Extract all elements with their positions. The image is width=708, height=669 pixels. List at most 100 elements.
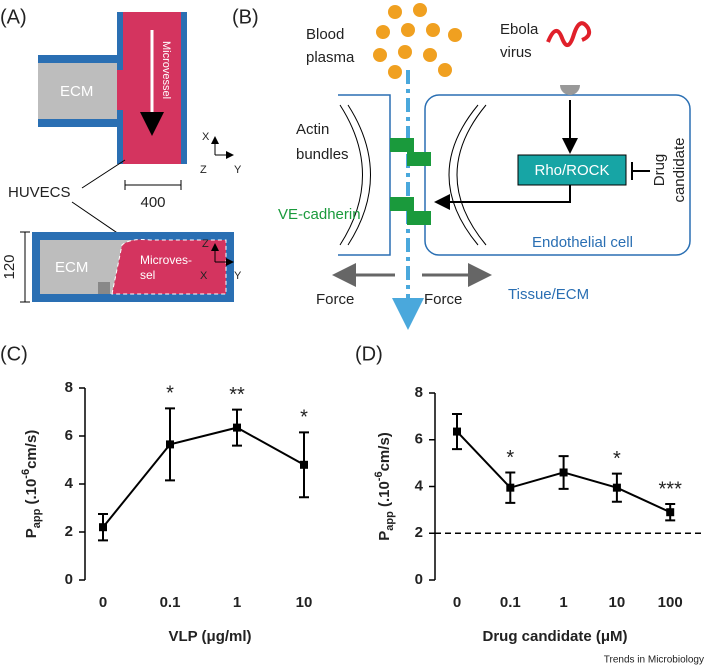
y-tick-label: 4 <box>65 475 74 492</box>
label: VE-cadherin <box>278 206 361 223</box>
significance: ** <box>229 384 245 406</box>
label: plasma <box>306 49 355 66</box>
inhibitor <box>631 162 650 180</box>
panel-label: (D) <box>355 343 383 365</box>
panel-a: (A) ECM Microvessel X Z Y HUVECS 400 ECM… <box>0 6 242 303</box>
pathway-box <box>517 154 627 186</box>
y-tick-label: 0 <box>65 571 73 588</box>
y-label-part: cm/s) <box>23 430 40 469</box>
y-label-part: (.10 <box>376 481 393 511</box>
label: candidate <box>671 137 688 202</box>
microvessel-bottom <box>111 239 227 295</box>
label: 120 <box>1 254 18 279</box>
axis-letter: X <box>200 270 208 282</box>
label: Force <box>424 291 462 308</box>
panel-b: (B) Blood plasma Ebola virus Rho/ROCK Dr… <box>232 3 691 330</box>
cadherin <box>390 138 431 225</box>
y-tick-label: 0 <box>415 571 423 588</box>
pointer <box>81 159 126 189</box>
label: bundles <box>296 146 349 163</box>
significance: *** <box>659 478 683 500</box>
label: Drug <box>651 154 668 187</box>
axis-letter: X <box>202 131 210 143</box>
label: Force <box>316 291 354 308</box>
y-label-part: (.10 <box>23 479 40 509</box>
marker <box>559 468 568 477</box>
label: Actin <box>296 121 329 138</box>
footer: Trends in Microbiology <box>604 655 704 666</box>
x-tick-label: 0.1 <box>160 594 181 611</box>
y-tick-label: 8 <box>65 379 73 396</box>
axes-top: X Z Y <box>200 131 242 176</box>
label: Microvessel <box>160 41 172 99</box>
axis-letter: Z <box>200 164 207 176</box>
cell-right <box>424 94 691 256</box>
vessel-opening <box>117 70 127 110</box>
significance: * <box>506 447 514 469</box>
label: Rho/ROCK <box>534 162 609 179</box>
y-tick-label: 4 <box>415 477 424 494</box>
significance: * <box>166 383 174 405</box>
receptor <box>560 85 580 95</box>
axis-letter: Y <box>234 164 242 176</box>
axes-bottom: Z X Y <box>200 238 242 282</box>
x-axis-label: Drug candidate (μM) <box>482 628 627 645</box>
x-tick-label: 1 <box>233 594 241 611</box>
significance: * <box>300 407 308 429</box>
y-label-part: -6 <box>373 471 385 481</box>
x-tick-label: 0 <box>99 594 107 611</box>
arrow <box>434 185 571 210</box>
corner <box>98 282 110 294</box>
virus <box>546 21 592 47</box>
label: virus <box>500 44 532 61</box>
x-axis-label: VLP (μg/ml) <box>168 628 251 645</box>
y-label-part: -6 <box>20 469 32 479</box>
y-label-part: cm/s) <box>376 432 393 471</box>
marker <box>300 460 308 469</box>
marker <box>666 508 675 517</box>
marker <box>506 483 515 492</box>
x-tick-label: 10 <box>609 594 626 611</box>
marker <box>233 423 241 432</box>
plasma-dots <box>373 3 462 79</box>
x-tick-label: 1 <box>559 594 567 611</box>
label: ECM <box>55 259 88 276</box>
y-tick-label: 6 <box>65 427 73 444</box>
label: HUVECS <box>8 184 71 201</box>
axis-letter: Z <box>202 238 209 250</box>
y-label-part: app <box>384 511 396 531</box>
y-tick-label: 6 <box>415 431 423 448</box>
scale-bar <box>20 231 30 303</box>
label: Blood <box>306 26 344 43</box>
y-axis-label: Papp (.10-6cm/s) <box>373 432 396 541</box>
label: sel <box>140 268 155 282</box>
panel-label: (B) <box>232 6 259 28</box>
data-line <box>102 426 305 528</box>
marker <box>453 427 461 436</box>
y-tick-label: 8 <box>415 384 423 401</box>
label: ECM <box>60 83 93 100</box>
label: Tissue/ECM <box>508 286 589 303</box>
actin-right <box>448 104 487 246</box>
ecm-block <box>38 63 124 119</box>
x-tick-label: 100 <box>658 594 683 611</box>
marker <box>166 440 174 449</box>
y-tick-label: 2 <box>65 523 73 540</box>
label: 400 <box>140 194 165 211</box>
y-label-part: P <box>23 528 40 538</box>
x-tick-label: 10 <box>296 594 313 611</box>
label: Endothelial cell <box>532 234 633 251</box>
y-axis-label: Papp (.10-6cm/s) <box>20 430 43 539</box>
marker <box>612 483 621 492</box>
axis-letter: Y <box>234 270 242 282</box>
y-label-part: P <box>376 531 393 541</box>
x-tick-label: 0.1 <box>500 594 521 611</box>
label: Microves- <box>140 253 192 267</box>
significance: * <box>613 448 621 470</box>
y-tick-label: 2 <box>415 524 423 541</box>
marker <box>99 523 107 532</box>
actin-left <box>339 104 371 246</box>
scale-bar <box>124 180 182 190</box>
label: Ebola <box>500 21 539 38</box>
